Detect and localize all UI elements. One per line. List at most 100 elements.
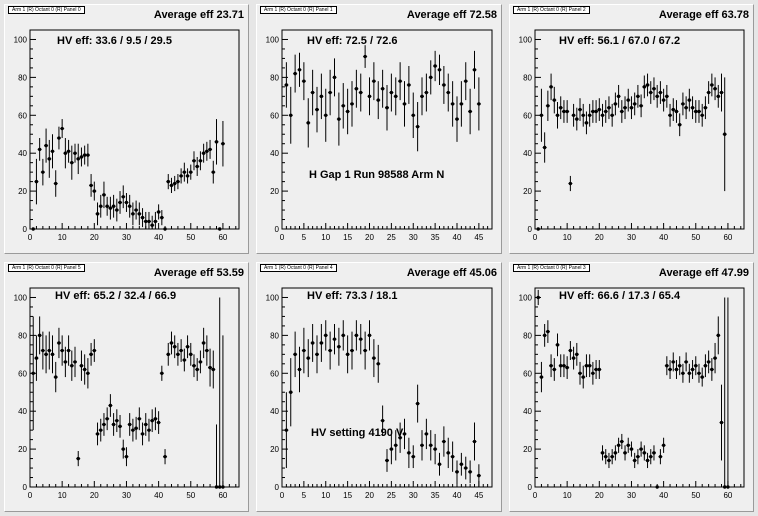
data-point — [150, 223, 154, 227]
data-point — [442, 439, 446, 444]
data-point — [144, 219, 148, 224]
y-tick-label: 0 — [528, 225, 533, 234]
data-point — [195, 367, 199, 372]
data-point — [604, 109, 608, 114]
average-eff-label: Average eff 63.78 — [658, 9, 749, 21]
data-point — [710, 83, 714, 87]
x-tick-label: 40 — [154, 233, 163, 242]
data-point — [559, 364, 563, 368]
plot-frame — [29, 287, 240, 488]
data-point — [394, 443, 398, 448]
x-tick-label: 20 — [90, 233, 99, 242]
data-point — [124, 200, 129, 205]
data-point — [192, 159, 196, 163]
y-tick-label: 0 — [23, 483, 28, 492]
data-point — [674, 367, 679, 372]
data-point — [562, 364, 566, 368]
data-point — [472, 439, 477, 444]
data-point — [359, 90, 363, 95]
x-tick-label: 30 — [122, 233, 131, 242]
data-point — [652, 87, 656, 91]
data-point — [610, 113, 614, 117]
data-point — [118, 424, 122, 429]
data-point — [684, 106, 688, 110]
x-tick-label: 30 — [627, 491, 636, 500]
data-point — [172, 181, 177, 186]
data-point — [182, 170, 187, 174]
data-point — [41, 170, 45, 174]
data-point — [658, 90, 663, 95]
data-point — [565, 109, 569, 114]
data-point — [221, 142, 225, 146]
data-point — [328, 348, 332, 353]
data-point — [591, 371, 595, 375]
x-tick-label: 20 — [365, 491, 374, 500]
data-point — [121, 195, 125, 199]
data-point — [195, 164, 199, 169]
y-tick-label: 40 — [18, 407, 27, 416]
data-point — [649, 454, 653, 459]
data-point — [198, 360, 203, 364]
data-point — [182, 358, 187, 362]
data-point — [455, 470, 459, 474]
data-point — [31, 371, 35, 375]
data-point — [57, 136, 61, 140]
y-tick-label: 0 — [275, 483, 280, 492]
data-point — [623, 451, 627, 455]
data-point — [607, 106, 611, 110]
data-point — [111, 204, 116, 208]
data-point — [221, 485, 225, 489]
data-point — [337, 117, 341, 121]
data-point — [723, 485, 727, 489]
plot-title: Arm 1 (R) Octant 0 (R) Panel 4 — [260, 264, 337, 272]
panel-plot-svg: 0 20 40 60 80 100 0 10 20 30 40 50 60 — [14, 29, 240, 242]
data-point — [694, 109, 698, 114]
data-point — [372, 79, 376, 83]
data-point — [208, 365, 212, 370]
data-point — [153, 417, 158, 421]
data-point — [446, 451, 450, 455]
data-point — [284, 83, 289, 87]
data-point — [50, 352, 55, 357]
y-tick-label: 20 — [18, 445, 27, 454]
panel-plot-svg: 0 20 40 60 80 100 0 10 20 30 40 50 60 — [14, 287, 240, 500]
x-tick-label: 15 — [343, 491, 352, 500]
data-point — [407, 83, 411, 87]
data-point — [546, 329, 550, 334]
data-point — [89, 352, 93, 357]
panel-pad: 0 20 40 60 80 100 0 10 20 30 40 50 60 Arm 1 (R) Octa… — [509, 262, 754, 512]
data-point — [655, 94, 659, 99]
data-point — [134, 208, 138, 212]
hv-eff-label: HV eff: 73.3 / 18.1 — [307, 290, 398, 302]
panel-pad: 0 20 40 60 80 100 0 10 20 30 40 50 60 Arm 1 (R) Octa… — [4, 262, 249, 512]
data-point — [163, 454, 167, 459]
data-point — [655, 485, 659, 489]
data-point — [169, 341, 174, 345]
x-tick-label: 25 — [387, 491, 396, 500]
data-point — [137, 212, 142, 216]
x-tick-label: 20 — [595, 233, 604, 242]
data-point — [319, 94, 324, 99]
y-tick-label: 80 — [523, 73, 532, 82]
data-point — [394, 94, 398, 99]
data-point — [613, 451, 618, 455]
data-point — [108, 206, 113, 210]
data-point — [632, 458, 637, 463]
data-point — [542, 333, 547, 338]
y-tick-label: 100 — [266, 293, 280, 302]
data-point — [363, 348, 367, 353]
data-point — [50, 149, 55, 153]
data-point — [636, 454, 640, 459]
data-point — [549, 364, 553, 368]
data-point — [697, 109, 701, 114]
panel-pad: 0 20 40 60 80 100 0 5 10 15 20 25 30 35 40 45 Arm 1 (R)… — [256, 262, 502, 512]
data-point — [562, 109, 566, 114]
data-point — [658, 454, 663, 459]
data-point — [179, 348, 183, 353]
x-tick-label: 60 — [723, 233, 732, 242]
run-info-label: H Gap 1 Run 98588 Arm N — [309, 169, 445, 181]
data-point — [690, 367, 695, 372]
y-tick-label: 80 — [18, 73, 27, 82]
data-point — [63, 151, 68, 155]
data-point — [140, 215, 145, 220]
